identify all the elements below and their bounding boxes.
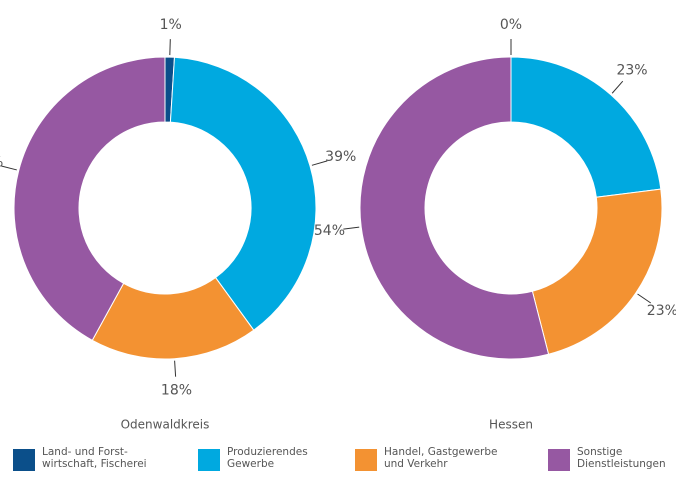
chart-title: Hessen [489, 418, 533, 432]
value-label: 42% [0, 154, 3, 170]
label-leader [174, 360, 177, 377]
legend-swatch [13, 449, 35, 471]
legend-label: Sonstige Dienstleistungen [577, 446, 666, 470]
donut-segment [13, 56, 166, 342]
value-label: 18% [161, 383, 192, 399]
donut-segment [531, 188, 663, 355]
legend-label: Produzierendes Gewerbe [227, 446, 308, 470]
value-label: 23% [616, 63, 647, 79]
legend-label: Land- und Forst- wirtschaft, Fischerei [42, 446, 147, 470]
label-leader [343, 226, 360, 230]
legend-swatch [355, 449, 377, 471]
value-label: 0% [500, 17, 522, 33]
label-leader [637, 293, 652, 304]
value-label: 1% [160, 17, 182, 33]
donut-segment [169, 56, 317, 331]
chart-title: Odenwaldkreis [121, 418, 210, 432]
donut-segment [510, 56, 662, 198]
legend-label: Handel, Gastgewerbe und Verkehr [384, 446, 498, 470]
value-label: 23% [647, 303, 676, 319]
legend-swatch [198, 449, 220, 471]
donut-segment [359, 56, 550, 360]
label-leader [311, 160, 328, 166]
label-leader [169, 39, 171, 56]
value-label: 39% [325, 149, 356, 165]
value-label: 54% [314, 223, 345, 239]
legend-swatch [548, 449, 570, 471]
label-leader [611, 80, 624, 94]
label-leader [1, 165, 17, 171]
